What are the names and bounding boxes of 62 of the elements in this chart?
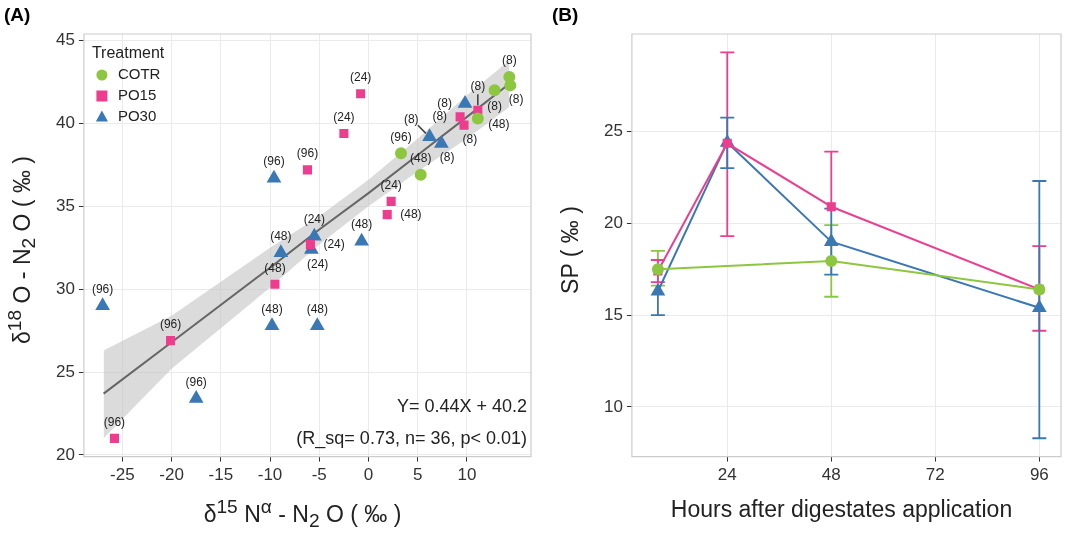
y-tick-label: 40 xyxy=(55,113,75,133)
annotation: (96) xyxy=(185,374,207,389)
annotation: (24) xyxy=(349,69,372,84)
annotation: (8) xyxy=(439,150,455,165)
annotation: (96) xyxy=(390,129,412,144)
annotation: (96) xyxy=(91,282,114,297)
annotation: (48) xyxy=(410,151,432,166)
annotation: (24) xyxy=(380,177,402,192)
annotation: (24) xyxy=(333,109,355,124)
x-tick-label: -5 xyxy=(311,465,327,485)
annotation: (24) xyxy=(303,212,326,227)
chart-title: (B) xyxy=(552,4,579,26)
y-tick-label: 35 xyxy=(55,196,75,216)
x-axis-title: Hours after digestates application xyxy=(669,496,1014,523)
chart-title: (A) xyxy=(4,4,31,26)
annotation: (96) xyxy=(159,316,182,331)
annotation: (8) xyxy=(437,95,453,110)
annotation: (48) xyxy=(488,116,510,131)
annotation: Y= 0.44X + 40.2 xyxy=(396,395,527,416)
annotation: (24) xyxy=(323,236,345,251)
annotation: (48) xyxy=(261,301,283,316)
annotation: (8) xyxy=(432,109,448,124)
x-tick-label: 72 xyxy=(925,465,945,485)
y-tick-label: 10 xyxy=(603,396,623,416)
legend-title: Treatment xyxy=(91,44,165,62)
annotation: (R_sq= 0.73, n= 36, p< 0.01) xyxy=(296,427,528,449)
x-axis-title: δ$^{15}$ N$^{α}$ - N$_{2}$ O ( ‰ ) xyxy=(202,496,403,533)
x-tick-label: 10 xyxy=(457,465,477,485)
annotation: (8) xyxy=(508,92,524,107)
annotation: (48) xyxy=(350,217,373,232)
annotation: (8) xyxy=(502,53,517,68)
annotation: (48) xyxy=(270,229,292,244)
annotation: (48) xyxy=(400,206,422,221)
x-tick-label: 24 xyxy=(717,465,737,485)
x-tick-label: -15 xyxy=(208,465,234,485)
annotation: (8) xyxy=(470,78,486,93)
x-tick-label: 0 xyxy=(363,465,374,485)
y-tick-label: 15 xyxy=(603,304,623,324)
legend-label: COTR xyxy=(117,65,161,83)
y-tick-label: 25 xyxy=(603,121,623,141)
legend-label: PO30 xyxy=(117,107,157,125)
annotation: (8) xyxy=(487,98,502,113)
x-tick-label: -25 xyxy=(110,465,135,485)
x-tick-label: 48 xyxy=(821,465,841,485)
annotation: (48) xyxy=(306,301,328,316)
annotation: (8) xyxy=(403,112,419,127)
y-tick-label: 30 xyxy=(55,278,75,298)
annotation: (24) xyxy=(307,256,329,271)
y-tick-label: 20 xyxy=(603,212,623,232)
x-tick-label: -20 xyxy=(159,465,184,485)
x-tick-label: 5 xyxy=(413,465,423,485)
annotation: (96) xyxy=(103,414,126,429)
y-tick-label: 25 xyxy=(55,361,75,381)
y-tick-label: 20 xyxy=(55,444,75,464)
x-tick-label: -10 xyxy=(257,465,283,485)
annotation: (96) xyxy=(296,146,319,161)
y-tick-label: 45 xyxy=(55,30,75,50)
legend-label: PO15 xyxy=(117,86,157,104)
y-axis-title: SP ( ‰ ) xyxy=(556,206,584,294)
annotation: (96) xyxy=(263,154,285,169)
x-tick-label: 96 xyxy=(1029,465,1049,485)
annotation: (8) xyxy=(462,132,478,147)
